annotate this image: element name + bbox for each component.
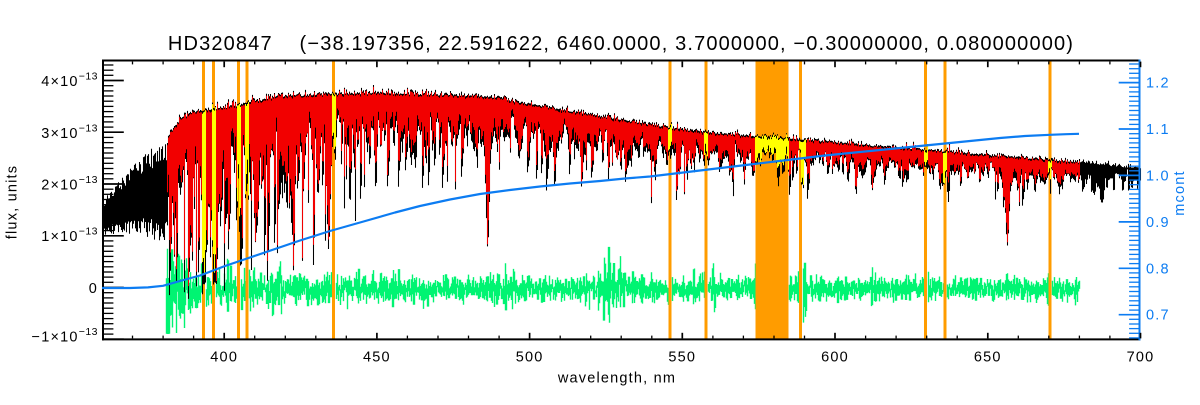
- svg-text:450: 450: [363, 350, 391, 366]
- svg-text:600: 600: [821, 350, 849, 366]
- svg-text:400: 400: [210, 350, 238, 366]
- svg-text:0: 0: [89, 281, 98, 297]
- svg-text:0.8: 0.8: [1146, 261, 1170, 277]
- svg-text:500: 500: [516, 350, 544, 366]
- svg-text:0.7: 0.7: [1146, 308, 1170, 324]
- svg-text:0.9: 0.9: [1146, 215, 1170, 231]
- svg-text:mcont: mcont: [1172, 170, 1188, 216]
- svg-text:1.0: 1.0: [1146, 168, 1170, 184]
- svg-text:flux, units: flux, units: [5, 165, 21, 239]
- svg-text:700: 700: [1127, 350, 1155, 366]
- svg-text:HD320847 (−38.197356, 22.59: HD320847 (−38.197356, 22.591622, 6460.00…: [168, 33, 1074, 55]
- svg-text:550: 550: [668, 350, 696, 366]
- svg-text:1.1: 1.1: [1146, 122, 1170, 138]
- svg-text:650: 650: [974, 350, 1002, 366]
- svg-text:wavelength, nm: wavelength, nm: [557, 371, 676, 387]
- svg-text:1.2: 1.2: [1146, 76, 1170, 92]
